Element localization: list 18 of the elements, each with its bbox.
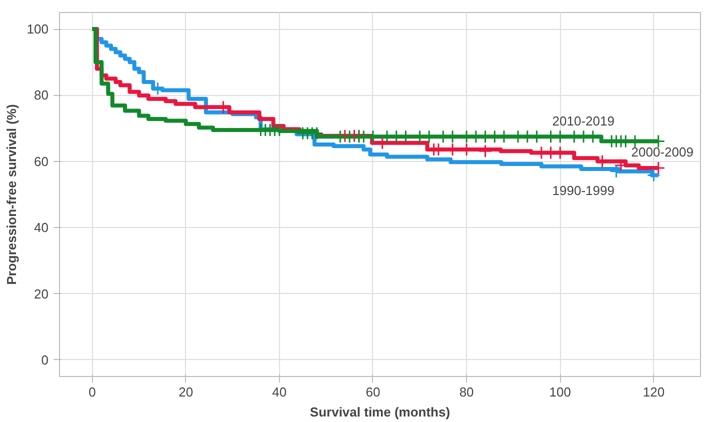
y-tick-label: 0 — [41, 352, 49, 368]
y-tick-label: 40 — [34, 220, 49, 236]
x-tick-label: 40 — [272, 384, 287, 400]
y-axis-title: Progression-free survival (%) — [4, 104, 19, 285]
x-tick-label: 80 — [459, 384, 474, 400]
x-axis-title: Survival time (months) — [310, 404, 450, 420]
x-tick-label: 120 — [642, 384, 665, 400]
x-tick-label: 60 — [366, 384, 380, 400]
x-tick-label: 20 — [178, 384, 194, 400]
x-tick-label: 100 — [549, 384, 571, 400]
y-tick-label: 20 — [34, 286, 49, 302]
y-tick-label: 100 — [26, 22, 49, 37]
y-tick-label: 60 — [34, 154, 49, 169]
x-tick-label: 0 — [88, 384, 96, 400]
series-label: 2000-2009 — [631, 144, 694, 160]
y-tick-label: 80 — [34, 88, 49, 103]
series-label: 2010-2019 — [552, 114, 614, 129]
series-label: 1990-1999 — [552, 182, 614, 198]
